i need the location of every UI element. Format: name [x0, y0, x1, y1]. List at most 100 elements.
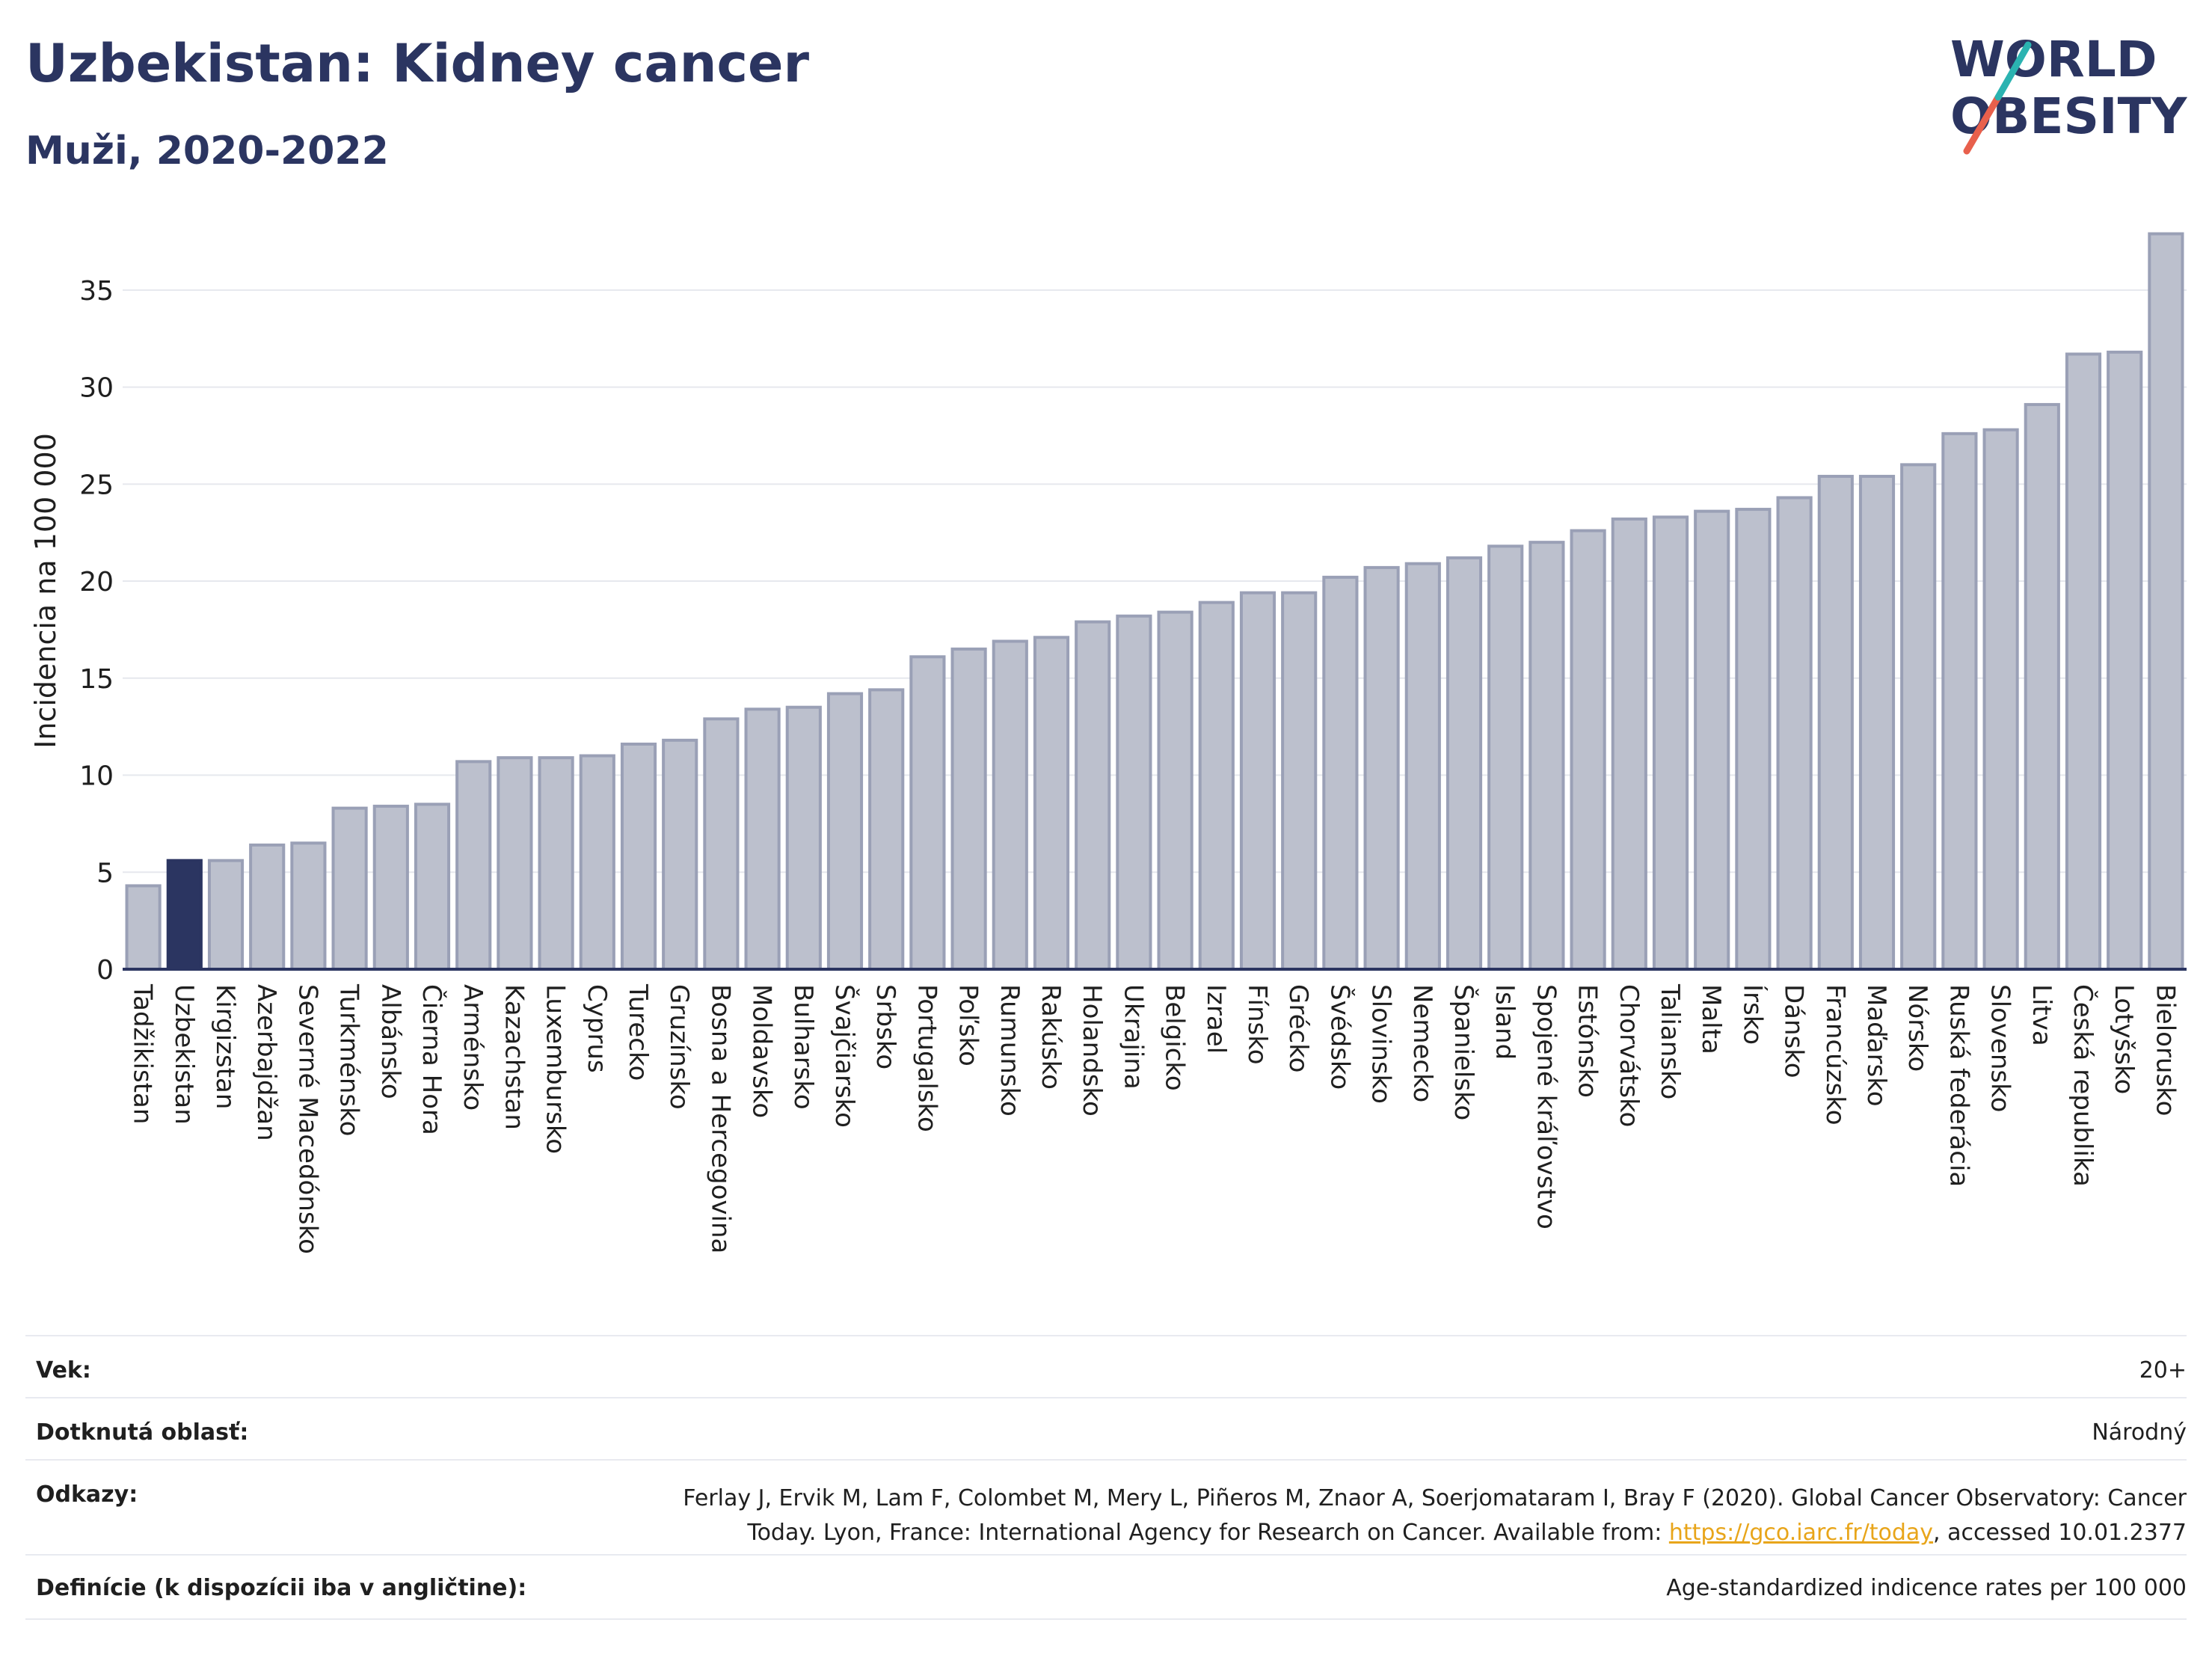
x-tick-label: Ukrajina [1118, 984, 1148, 1090]
x-tick-label: Maďarsko [1861, 984, 1891, 1107]
bar[interactable] [2107, 350, 2143, 971]
bar[interactable] [125, 884, 162, 971]
bar[interactable] [1900, 463, 1937, 971]
bar[interactable] [249, 843, 286, 971]
bar[interactable] [1652, 515, 1689, 971]
x-tick-label: Holandsko [1077, 984, 1107, 1117]
bar[interactable] [1776, 496, 1813, 971]
x-tick-label: Tadžikistan [128, 983, 158, 1124]
bar[interactable] [1611, 518, 1647, 971]
bar[interactable] [703, 717, 740, 971]
info-row-refs: Odkazy: Ferlay J, Ervik M, Lam F, Colomb… [25, 1459, 2187, 1554]
axes: 0 5 10 15 20 25 30 35 Tadžikistan Uzbekistan Kirgi… [79, 276, 2187, 1254]
bar[interactable] [785, 705, 822, 971]
bar[interactable] [538, 756, 574, 971]
x-tick-label: Spojené kráľovstvo [1531, 984, 1561, 1229]
bar[interactable] [1941, 432, 1978, 971]
bar[interactable] [1075, 620, 1111, 971]
x-tick-label: Estónsko [1573, 984, 1603, 1098]
bar[interactable] [1404, 562, 1441, 971]
x-tick-label: Španielsko [1448, 984, 1479, 1120]
bar[interactable] [1529, 541, 1565, 971]
bar[interactable] [1157, 610, 1193, 971]
bar[interactable] [1239, 591, 1276, 971]
bar[interactable] [662, 738, 698, 971]
y-tick-label: 10 [79, 761, 114, 792]
bar[interactable] [331, 806, 368, 971]
bar[interactable] [868, 688, 905, 971]
bar[interactable] [579, 754, 615, 971]
refs-line2-pre: Today. Lyon, France: International Agenc… [747, 1520, 1669, 1546]
bar[interactable] [826, 692, 864, 971]
refs-link[interactable]: https://gco.iarc.fr/today [1668, 1520, 1934, 1546]
logo-slash-red [1963, 93, 2002, 155]
bar[interactable] [1198, 601, 1235, 971]
bar[interactable] [497, 756, 533, 971]
y-axis-label: Incidencia na 100 000 [29, 433, 62, 749]
definitions-value: Age-standardized indicence rates per 100… [1666, 1575, 2187, 1601]
y-tick-label: 0 [96, 955, 114, 986]
refs-value: Ferlay J, Ervik M, Lam F, Colombet M, Me… [683, 1481, 2187, 1550]
x-tick-label: Severné Macedónsko [292, 984, 322, 1254]
x-tick-label: Írsko [1737, 984, 1768, 1045]
bar[interactable] [909, 655, 946, 971]
x-tick-label: Bielorusko [2150, 984, 2180, 1116]
info-row-definitions: Definície (k dispozícii iba v angličtine… [25, 1554, 2187, 1620]
x-tick-label: Bulharsko [788, 984, 818, 1110]
definitions-label: Definície (k dispozícii iba v angličtine… [36, 1575, 527, 1601]
bar[interactable] [1694, 509, 1730, 971]
x-tick-label: Poľsko [953, 984, 983, 1066]
y-tick-label: 30 [79, 373, 114, 404]
info-row-age: Vek: 20+ [25, 1335, 2187, 1396]
bar[interactable] [620, 743, 657, 971]
x-tick-label: Belgicko [1160, 984, 1190, 1091]
x-tick-label: Izrael [1201, 984, 1231, 1054]
x-tick-label: Litva [2027, 984, 2056, 1046]
bar[interactable] [1570, 529, 1606, 971]
bar[interactable] [166, 859, 203, 971]
bar[interactable] [2148, 232, 2184, 971]
bar[interactable] [1735, 508, 1772, 971]
bar[interactable] [2065, 352, 2102, 971]
bar[interactable] [207, 859, 245, 971]
logo-line1: WORLD [1950, 31, 2157, 88]
bar-chart: 0 5 10 15 20 25 30 35 Tadžikistan Uzbekistan Kirgi… [29, 232, 2187, 1254]
x-tick-label: Moldavsko [747, 984, 777, 1118]
x-tick-label: Lotyšsko [2109, 984, 2139, 1094]
bar[interactable] [1982, 428, 2019, 971]
bar[interactable] [744, 707, 781, 971]
bar[interactable] [2024, 402, 2060, 971]
x-tick-label: Srbsko [870, 984, 900, 1069]
bar[interactable] [455, 760, 492, 971]
bar[interactable] [1116, 614, 1152, 971]
x-tick-label: Česká republika [2068, 984, 2098, 1187]
x-tick-label: Turecko [623, 983, 653, 1081]
age-value: 20+ [2139, 1357, 2187, 1384]
bar[interactable] [1446, 556, 1483, 971]
bar[interactable] [1817, 474, 1854, 971]
x-tick-label: Slovinsko [1366, 984, 1396, 1104]
bar[interactable] [1281, 591, 1318, 971]
x-tick-label: Taliansko [1655, 983, 1685, 1099]
age-label: Vek: [36, 1357, 91, 1384]
bar[interactable] [290, 841, 327, 971]
x-tick-label: Albánsko [375, 984, 405, 1099]
bar[interactable] [950, 647, 987, 971]
refs-line1: Ferlay J, Ervik M, Lam F, Colombet M, Me… [683, 1485, 2187, 1511]
x-tick-label: Grécko [1283, 984, 1313, 1072]
bar[interactable] [414, 802, 451, 971]
x-tick-label: Kirgizstan [210, 984, 240, 1109]
bar[interactable] [1363, 565, 1400, 971]
x-tick-label: Azerbajdžan [251, 984, 281, 1141]
info-row-area: Dotknutá oblasť: Národný [25, 1397, 2187, 1458]
x-tick-label: Island [1490, 984, 1520, 1060]
bar[interactable] [1487, 544, 1524, 971]
x-tick-label: Dánsko [1779, 984, 1809, 1078]
bar[interactable] [1033, 636, 1070, 971]
bar[interactable] [1322, 575, 1359, 971]
y-tick-label: 20 [79, 567, 114, 598]
bar[interactable] [372, 805, 409, 971]
bar[interactable] [1858, 474, 1896, 971]
bar[interactable] [992, 639, 1028, 971]
x-tick-label: Cyprus [582, 984, 612, 1073]
